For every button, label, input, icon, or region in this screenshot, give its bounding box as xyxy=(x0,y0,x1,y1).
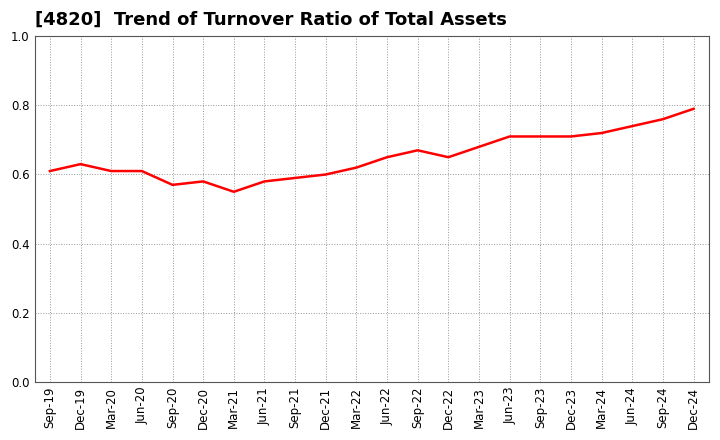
Text: [4820]  Trend of Turnover Ratio of Total Assets: [4820] Trend of Turnover Ratio of Total … xyxy=(35,11,506,29)
